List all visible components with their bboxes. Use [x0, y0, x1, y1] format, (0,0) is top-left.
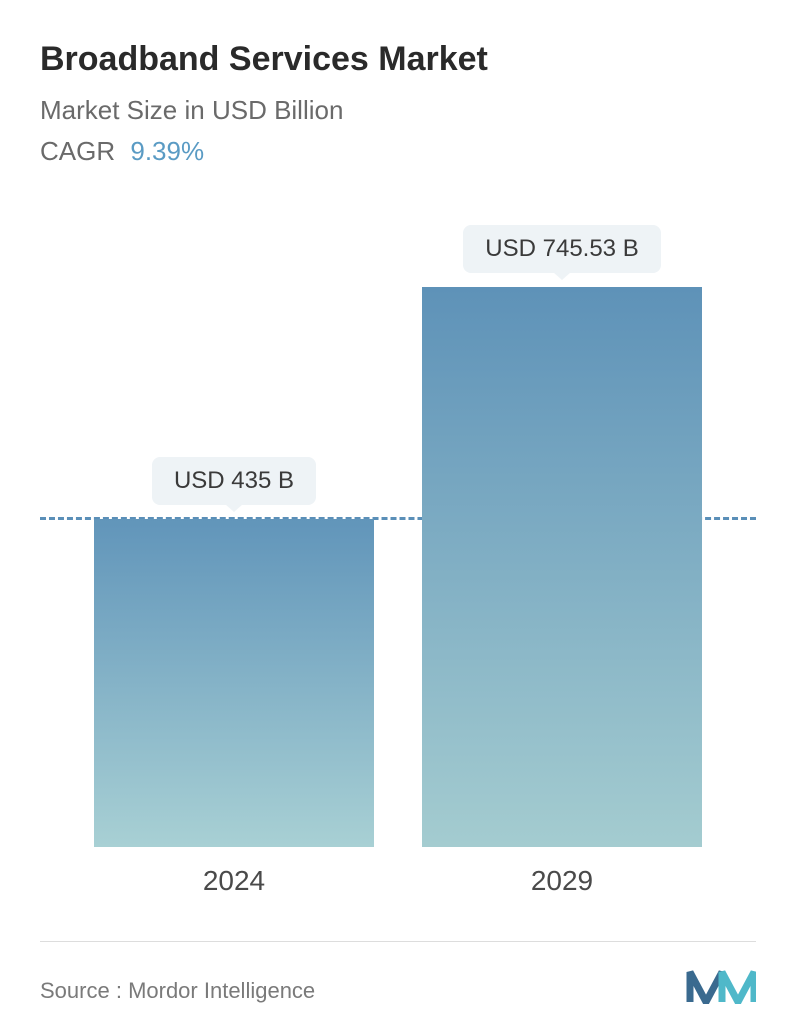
- source-label: Source :: [40, 978, 122, 1003]
- bar-group-2024: USD 435 B 2024: [94, 457, 374, 897]
- footer-divider: [40, 941, 756, 942]
- cagr-value: 9.39%: [130, 136, 204, 166]
- mordor-logo-icon: [686, 958, 756, 1004]
- bar-value-label: USD 745.53 B: [463, 225, 660, 273]
- chart-title: Broadband Services Market: [40, 40, 756, 79]
- chart-subtitle: Market Size in USD Billion: [40, 95, 756, 126]
- bars-container: USD 435 B 2024 USD 745.53 B 2029: [40, 217, 756, 897]
- bar-value-label: USD 435 B: [152, 457, 316, 505]
- cagr-row: CAGR 9.39%: [40, 136, 756, 167]
- footer: Source : Mordor Intelligence: [40, 958, 756, 1004]
- bar-group-2029: USD 745.53 B 2029: [422, 225, 702, 897]
- cagr-label: CAGR: [40, 136, 115, 166]
- bar-year-label: 2029: [531, 865, 593, 897]
- chart-area: USD 435 B 2024 USD 745.53 B 2029: [40, 217, 756, 897]
- source-text: Source : Mordor Intelligence: [40, 978, 315, 1004]
- bar-year-label: 2024: [203, 865, 265, 897]
- bar: [422, 287, 702, 847]
- source-name-value: Mordor Intelligence: [128, 978, 315, 1003]
- bar: [94, 519, 374, 847]
